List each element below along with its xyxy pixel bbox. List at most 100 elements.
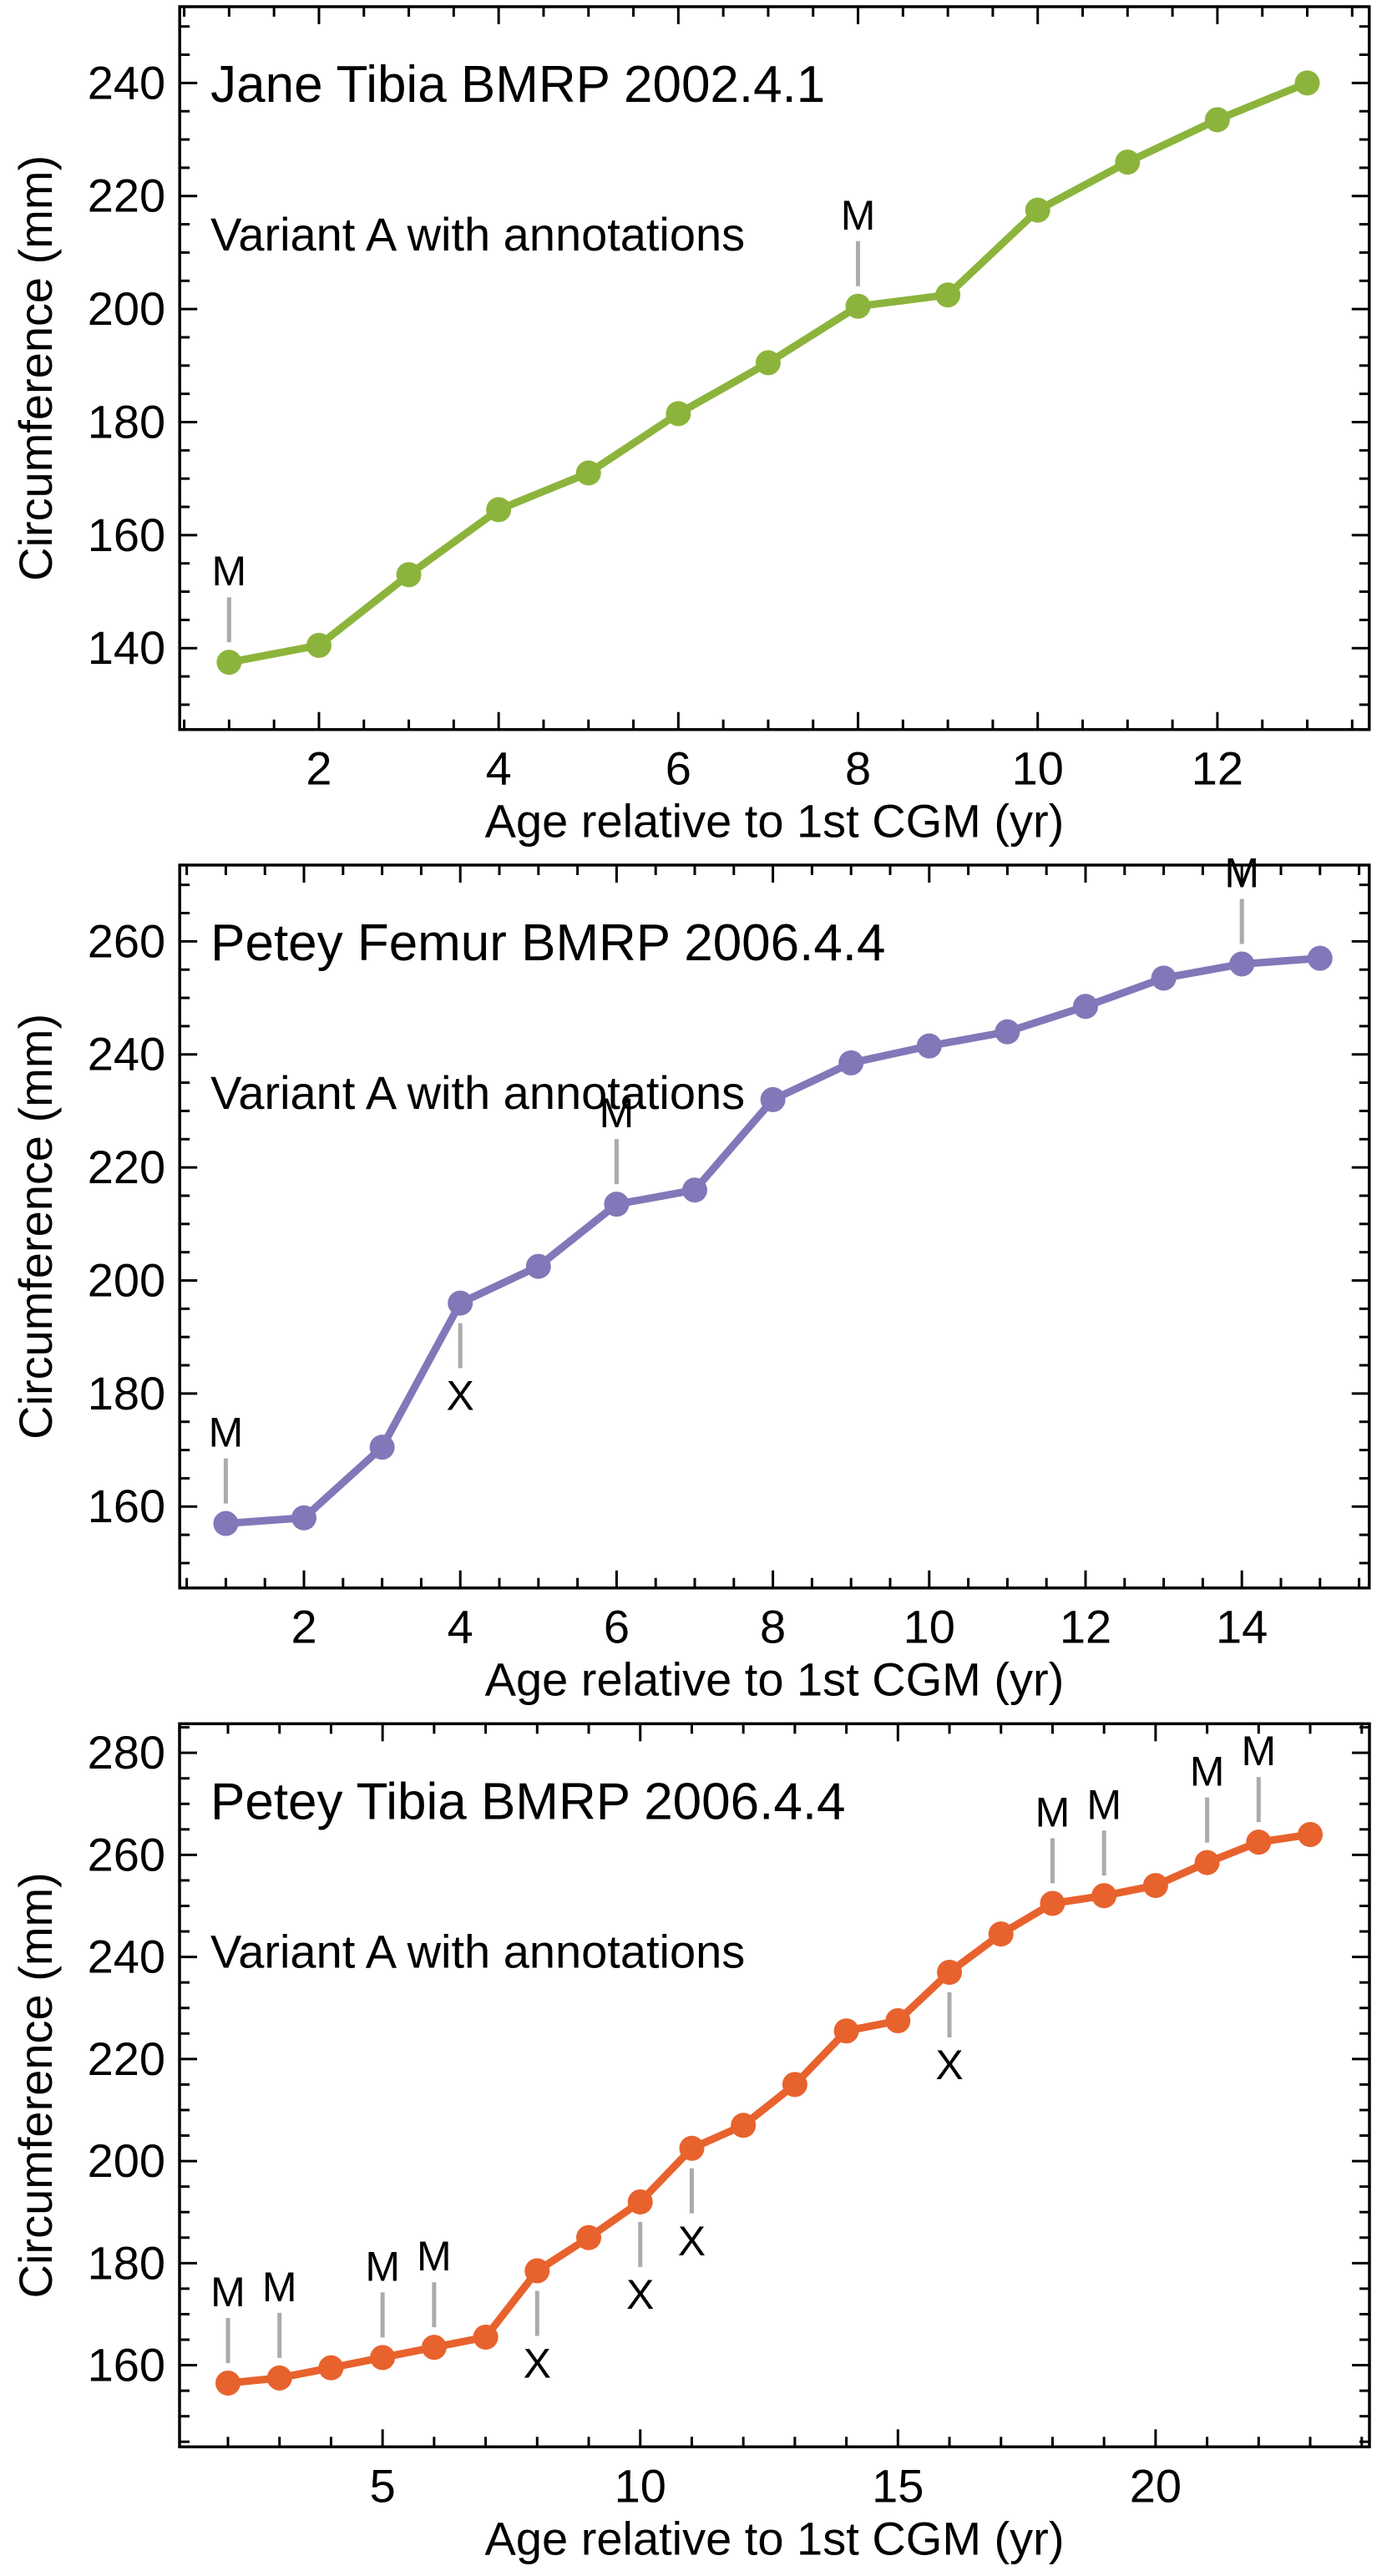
y-tick-label: 200 (88, 1253, 165, 1306)
data-point (937, 1959, 963, 1985)
chart-title: Petey Femur BMRP 2006.4.4 (210, 914, 885, 972)
data-point (1151, 965, 1177, 991)
y-tick-label: 140 (88, 621, 165, 674)
y-axis-label: Circumference (mm) (9, 1872, 62, 2298)
data-point (666, 401, 691, 427)
data-point (1072, 994, 1098, 1020)
axis-frame (178, 1722, 1371, 2449)
data-point (266, 2365, 292, 2391)
data-point (448, 1290, 473, 1316)
y-tick-label: 280 (88, 1726, 165, 1779)
data-point (916, 1033, 942, 1059)
x-tick-label: 8 (760, 1601, 786, 1653)
data-point (306, 632, 332, 658)
data-point (604, 1192, 630, 1217)
data-point (845, 293, 871, 319)
chart-title: Petey Tibia BMRP 2006.4.4 (210, 1773, 846, 1830)
x-tick-label: 10 (615, 2459, 666, 2512)
chart-subtitle: Variant A with annotations (210, 1925, 745, 1977)
data-point (833, 2018, 859, 2044)
y-tick-label: 200 (88, 282, 165, 335)
data-point (731, 2113, 757, 2138)
data-point (473, 2324, 499, 2350)
data-point (1204, 107, 1230, 133)
data-point (682, 1177, 707, 1203)
data-point (1115, 149, 1141, 175)
annotation-label: M (1086, 1781, 1121, 1828)
annotation-label: M (1241, 1728, 1276, 1774)
data-point (1091, 1883, 1117, 1909)
data-point (760, 1086, 786, 1112)
data-point (1194, 1850, 1220, 1875)
data-point (838, 1050, 864, 1075)
annotation-label: M (262, 2264, 297, 2310)
axis-frame (178, 863, 1371, 1590)
x-tick-label: 10 (904, 1601, 955, 1653)
x-tick-label: 2 (291, 1601, 316, 1653)
y-tick-label: 160 (88, 2339, 165, 2391)
x-tick-label: 12 (1060, 1601, 1111, 1653)
annotation-label: M (1190, 1749, 1225, 1795)
chart-panel-jane-tibia: 2 4 6 8 10 12 140 160 180 200 220 240 Jane Tibia BMR… (0, 0, 1392, 858)
data-point (679, 2135, 705, 2161)
annotation-label: M (417, 2233, 452, 2280)
data-point (988, 1921, 1014, 1947)
annotation-label: M (212, 548, 247, 595)
annotation-label: M (600, 1090, 635, 1136)
annotation-label: M (1035, 1789, 1071, 1835)
y-tick-label: 240 (88, 1028, 165, 1081)
chart-petey-femur: 2 4 6 8 10 12 14 160 180 200 220 240 260 Petey Femur … (9, 858, 1371, 1706)
data-point (370, 2345, 396, 2371)
x-axis-label: Age relative to 1st CGM (yr) (485, 2512, 1065, 2564)
annotation-label: M (210, 2269, 245, 2315)
chart-subtitle: Variant A with annotations (210, 1066, 745, 1119)
data-point (755, 350, 781, 376)
y-tick-label: 240 (88, 1931, 165, 1983)
data-point (524, 2258, 550, 2284)
y-tick-label: 260 (88, 914, 165, 967)
data-point (782, 2072, 807, 2098)
chart-panel-petey-tibia: 5 10 15 20 160 180 200 220 240 260 280 Petey Tibia … (0, 1717, 1392, 2575)
y-tick-label: 220 (88, 1141, 165, 1193)
data-point (213, 1511, 239, 1536)
chart-petey-tibia: 5 10 15 20 160 180 200 220 240 260 280 Petey Tibia … (9, 1722, 1371, 2564)
x-tick-label: 8 (845, 742, 871, 795)
chart-title: Jane Tibia BMRP 2002.4.1 (210, 56, 825, 114)
data-point (369, 1435, 395, 1460)
series-line (224, 1830, 1314, 2387)
y-tick-label: 220 (88, 2032, 165, 2085)
x-tick-label: 4 (448, 1601, 473, 1653)
y-tick-label: 180 (88, 1367, 165, 1420)
y-tick-label: 200 (88, 2134, 165, 2187)
x-axis-label: Age relative to 1st CGM (yr) (485, 1653, 1065, 1706)
y-axis-label: Circumference (mm) (9, 1014, 62, 1440)
annotation-label: X (524, 2340, 551, 2386)
y-tick-label: 160 (88, 509, 165, 561)
data-point (291, 1505, 317, 1531)
data-point (1229, 951, 1255, 977)
chart-jane-tibia: 2 4 6 8 10 12 140 160 180 200 220 240 Jane Tibia BMR… (9, 5, 1371, 848)
data-point (318, 2355, 344, 2381)
y-tick-label: 260 (88, 1828, 165, 1880)
annotation-label: M (841, 192, 876, 239)
x-tick-label: 14 (1216, 1601, 1268, 1653)
data-point (525, 1253, 551, 1279)
x-tick-label: 6 (666, 742, 691, 795)
data-point (576, 2224, 602, 2250)
x-tick-label: 5 (370, 2459, 396, 2512)
data-point (1294, 70, 1320, 96)
x-tick-label: 15 (872, 2459, 924, 2512)
annotation-label: M (365, 2243, 400, 2290)
annotation-label: M (209, 1409, 244, 1456)
y-tick-label: 180 (88, 2236, 165, 2289)
y-tick-label: 240 (88, 56, 165, 109)
x-axis-label: Age relative to 1st CGM (yr) (485, 795, 1065, 848)
data-point (1246, 1830, 1272, 1855)
x-tick-label: 6 (604, 1601, 630, 1653)
data-point (885, 2008, 911, 2034)
y-tick-label: 180 (88, 395, 165, 448)
annotation-label: X (626, 2271, 654, 2318)
data-point (1307, 945, 1333, 971)
x-tick-label: 12 (1192, 742, 1243, 795)
